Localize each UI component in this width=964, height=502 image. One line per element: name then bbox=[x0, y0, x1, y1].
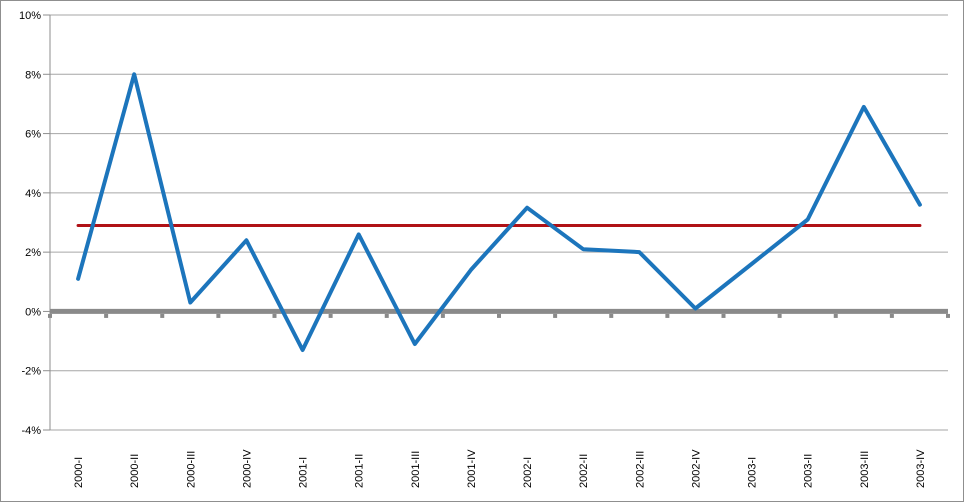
x-tick-label: 2003-III bbox=[859, 451, 871, 488]
x-tick bbox=[833, 313, 838, 318]
x-tick-label: 2000-I bbox=[73, 457, 85, 488]
y-tick-label: -4% bbox=[21, 425, 41, 437]
y-tick-label: 6% bbox=[25, 129, 41, 141]
data-series bbox=[76, 72, 922, 352]
x-axis-labels: 2000-I 2000-II 2000-III 2000-IV 2001-I 2001-I… bbox=[73, 449, 927, 488]
x-tick-label: 2002-III bbox=[634, 451, 646, 488]
y-tick-label: 4% bbox=[25, 188, 41, 200]
x-tick bbox=[721, 313, 726, 318]
x-tick bbox=[104, 313, 109, 318]
x-tick-label: 2000-II bbox=[129, 454, 141, 488]
x-tick bbox=[272, 313, 277, 318]
y-tick-label: -2% bbox=[21, 366, 41, 378]
gridlines bbox=[50, 14, 948, 431]
x-tick-label: 2003-II bbox=[803, 454, 815, 488]
x-tick-label: 2000-IV bbox=[241, 449, 253, 488]
x-tick bbox=[328, 313, 333, 318]
x-tick-label: 2002-II bbox=[578, 454, 590, 488]
x-tick bbox=[777, 313, 782, 318]
x-tick-label: 2001-I bbox=[298, 457, 310, 488]
x-tick-label: 2001-II bbox=[354, 454, 366, 488]
y-tick-label: 8% bbox=[25, 69, 41, 81]
x-tick bbox=[889, 313, 894, 318]
x-tick bbox=[384, 313, 389, 318]
x-tick bbox=[497, 313, 501, 318]
x-tick-label: 2001-III bbox=[410, 451, 422, 488]
y-tick-label: 2% bbox=[25, 247, 41, 259]
x-tick bbox=[440, 313, 445, 318]
y-tick-label: 10% bbox=[19, 10, 41, 22]
zero-axis bbox=[48, 308, 950, 318]
x-tick bbox=[946, 313, 950, 318]
x-tick bbox=[216, 313, 221, 318]
quarterly-growth-line bbox=[76, 72, 922, 352]
x-tick-label: 2002-I bbox=[522, 457, 534, 488]
x-tick bbox=[160, 313, 165, 318]
x-tick bbox=[48, 313, 52, 318]
x-tick-label: 2000-III bbox=[185, 451, 197, 488]
x-tick bbox=[665, 313, 670, 318]
x-tick-label: 2003-I bbox=[747, 457, 759, 488]
x-tick bbox=[609, 313, 614, 318]
y-tick-label: 0% bbox=[25, 306, 41, 318]
x-tick bbox=[553, 313, 558, 318]
y-axis-labels: 10% 8% 6% 4% 2% 0% -2% -4% bbox=[19, 10, 41, 437]
y-axis bbox=[43, 14, 51, 431]
x-tick-label: 2001-IV bbox=[466, 449, 478, 488]
x-tick-label: 2003-IV bbox=[915, 449, 927, 488]
x-tick-label: 2002-IV bbox=[690, 449, 702, 488]
